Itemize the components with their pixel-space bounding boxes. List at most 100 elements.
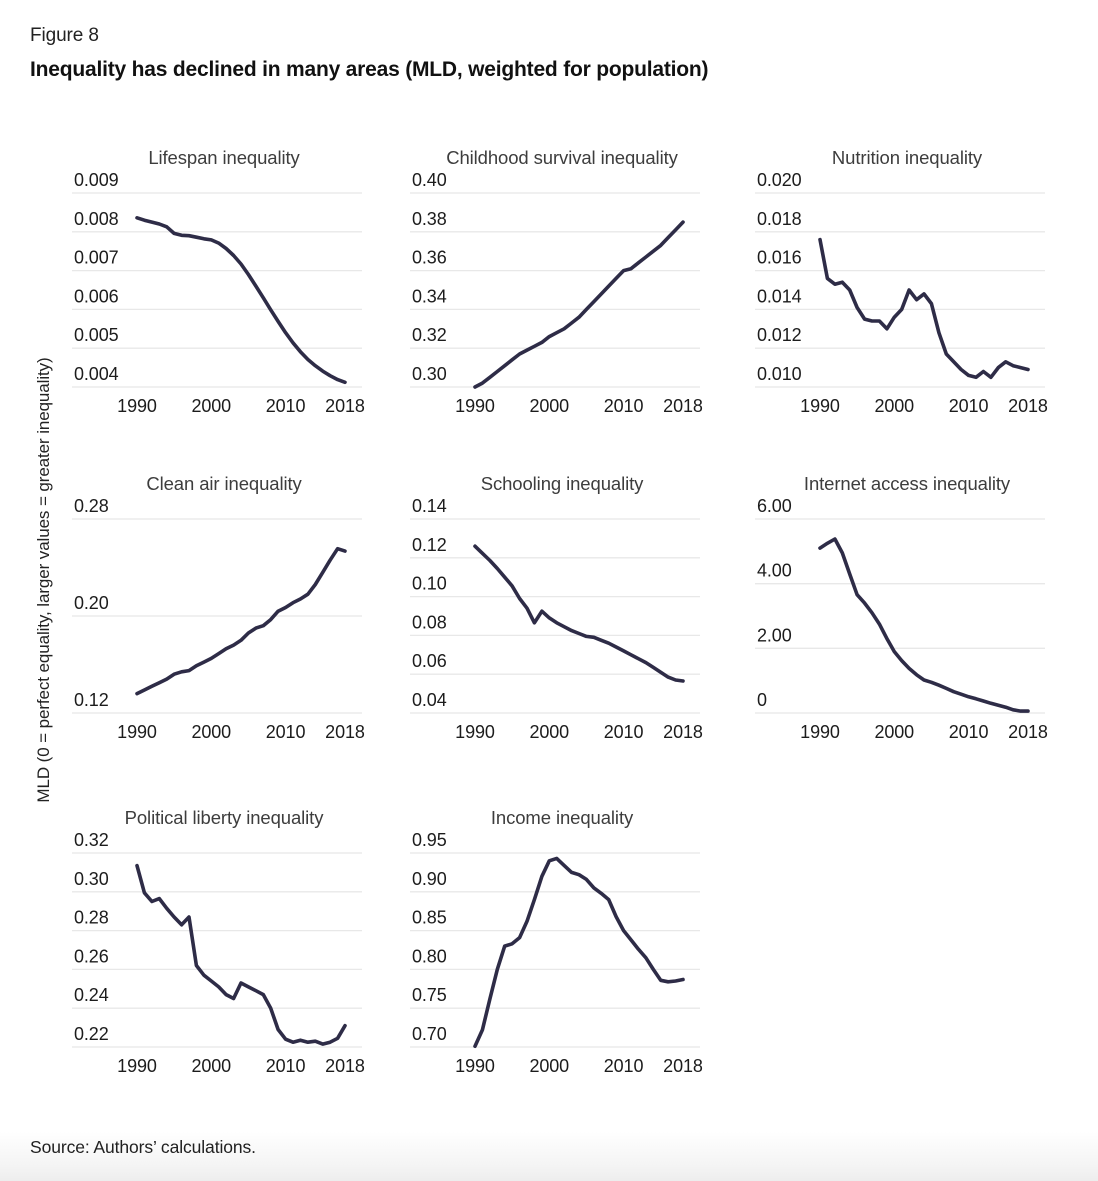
y-tick-label: 0.36 <box>412 248 447 268</box>
y-tick-label: 0.007 <box>74 248 119 268</box>
y-tick-label: 0.10 <box>412 574 447 594</box>
chart-title: Childhood survival inequality <box>446 147 678 168</box>
chart-nutrition-inequality: Nutrition inequality 0.020 0.018 0.016 0.014… <box>755 147 1048 416</box>
x-tick-label: 2000 <box>529 722 569 742</box>
x-tick-label: 2018 <box>663 722 703 742</box>
x-tick-label: 2010 <box>604 722 644 742</box>
y-tick-label: 0.34 <box>412 286 447 306</box>
x-tick-label: 2018 <box>663 1056 703 1076</box>
y-tick-label: 0.012 <box>757 325 802 345</box>
chart-title: Nutrition inequality <box>832 147 983 168</box>
x-tick-label: 2000 <box>529 1056 569 1076</box>
y-tick-label: 0.30 <box>74 869 109 889</box>
data-line <box>473 856 685 1048</box>
data-line <box>473 544 685 683</box>
y-tick-label: 0.26 <box>74 946 109 966</box>
chart-schooling-inequality: Schooling inequality 0.14 0.12 0.10 0.08 0.06… <box>410 473 703 742</box>
y-tick-label: 0.32 <box>74 830 109 850</box>
chart-title: Income inequality <box>491 807 634 828</box>
x-tick-label: 2010 <box>949 396 989 416</box>
x-tick-label: 2018 <box>325 396 365 416</box>
y-tick-label: 0.40 <box>412 170 447 190</box>
y-tick-label: 0.12 <box>74 690 109 710</box>
data-line <box>473 220 685 389</box>
x-tick-label: 1990 <box>117 396 157 416</box>
data-line <box>135 863 347 1046</box>
chart-title: Internet access inequality <box>804 473 1011 494</box>
figure-title: Inequality has declined in many areas (M… <box>30 58 709 81</box>
y-tick-label: 0.20 <box>74 593 109 613</box>
data-line <box>135 216 347 385</box>
x-tick-label: 2010 <box>604 1056 644 1076</box>
x-tick-label: 1990 <box>455 396 495 416</box>
chart-title: Political liberty inequality <box>125 807 325 828</box>
chart-income-inequality: Income inequality 0.95 0.90 0.85 0.80 0.75 0.7… <box>410 807 703 1076</box>
chart-internet-access-inequality: Internet access inequality 6.00 4.00 2.00 0 1… <box>755 473 1048 742</box>
y-tick-label: 0.38 <box>412 209 447 229</box>
y-tick-label: 0.010 <box>757 364 802 384</box>
x-tick-label: 2000 <box>191 1056 231 1076</box>
y-tick-label: 0.06 <box>412 651 447 671</box>
y-tick-label: 0.80 <box>412 946 447 966</box>
y-tick-label: 0.70 <box>412 1024 447 1044</box>
data-line <box>818 537 1030 713</box>
y-tick-label: 0.009 <box>74 170 119 190</box>
y-tick-label: 0.014 <box>757 286 802 306</box>
data-line <box>135 546 347 696</box>
chart-title: Clean air inequality <box>146 473 302 494</box>
y-tick-label: 0.016 <box>757 248 802 268</box>
x-tick-label: 1990 <box>455 1056 495 1076</box>
x-tick-label: 2018 <box>325 1056 365 1076</box>
y-tick-label: 0.85 <box>412 908 447 928</box>
x-tick-label: 2000 <box>529 396 569 416</box>
x-tick-label: 2018 <box>663 396 703 416</box>
chart-clean-air-inequality: Clean air inequality 0.28 0.20 0.12 1990 2000… <box>72 473 365 742</box>
y-tick-label: 0.95 <box>412 830 447 850</box>
figure-label: Figure 8 <box>30 25 99 46</box>
x-tick-label: 1990 <box>117 1056 157 1076</box>
x-tick-label: 2018 <box>1008 722 1048 742</box>
x-tick-label: 2010 <box>266 1056 306 1076</box>
y-tick-label: 0.14 <box>412 496 447 516</box>
x-tick-label: 1990 <box>800 396 840 416</box>
y-tick-label: 0.22 <box>74 1024 109 1044</box>
y-tick-label: 0.008 <box>74 209 119 229</box>
y-tick-label: 2.00 <box>757 625 792 645</box>
y-tick-label: 0.28 <box>74 908 109 928</box>
y-tick-label: 0.12 <box>412 535 447 555</box>
y-tick-label: 0.24 <box>74 985 109 1005</box>
x-tick-label: 2000 <box>874 396 914 416</box>
y-tick-label: 0.005 <box>74 325 119 345</box>
y-tick-label: 0.28 <box>74 496 109 516</box>
x-tick-label: 1990 <box>117 722 157 742</box>
y-tick-label: 0.75 <box>412 985 447 1005</box>
y-tick-label: 0.020 <box>757 170 802 190</box>
y-tick-label: 0.004 <box>74 364 119 384</box>
data-line <box>818 237 1030 380</box>
y-tick-label: 0.08 <box>412 612 447 632</box>
x-tick-label: 2000 <box>191 396 231 416</box>
y-axis-label: MLD (0 = perfect equality, larger values… <box>34 357 53 803</box>
y-tick-label: 0.90 <box>412 869 447 889</box>
y-tick-label: 0 <box>757 690 767 710</box>
x-tick-label: 2010 <box>266 722 306 742</box>
y-tick-label: 0.32 <box>412 325 447 345</box>
x-tick-label: 2010 <box>949 722 989 742</box>
y-tick-label: 0.04 <box>412 690 447 710</box>
y-tick-label: 4.00 <box>757 561 792 581</box>
y-tick-label: 0.30 <box>412 364 447 384</box>
y-tick-label: 0.006 <box>74 286 119 306</box>
chart-title: Schooling inequality <box>481 473 644 494</box>
x-tick-label: 2010 <box>266 396 306 416</box>
chart-lifespan-inequality: Lifespan inequality 0.009 0.008 0.007 0.006 0… <box>72 147 365 416</box>
y-tick-label: 0.018 <box>757 209 802 229</box>
x-tick-label: 1990 <box>455 722 495 742</box>
x-tick-label: 2000 <box>874 722 914 742</box>
x-tick-label: 1990 <box>800 722 840 742</box>
x-tick-label: 2000 <box>191 722 231 742</box>
x-tick-label: 2010 <box>604 396 644 416</box>
x-tick-label: 2018 <box>325 722 365 742</box>
chart-title: Lifespan inequality <box>148 147 300 168</box>
